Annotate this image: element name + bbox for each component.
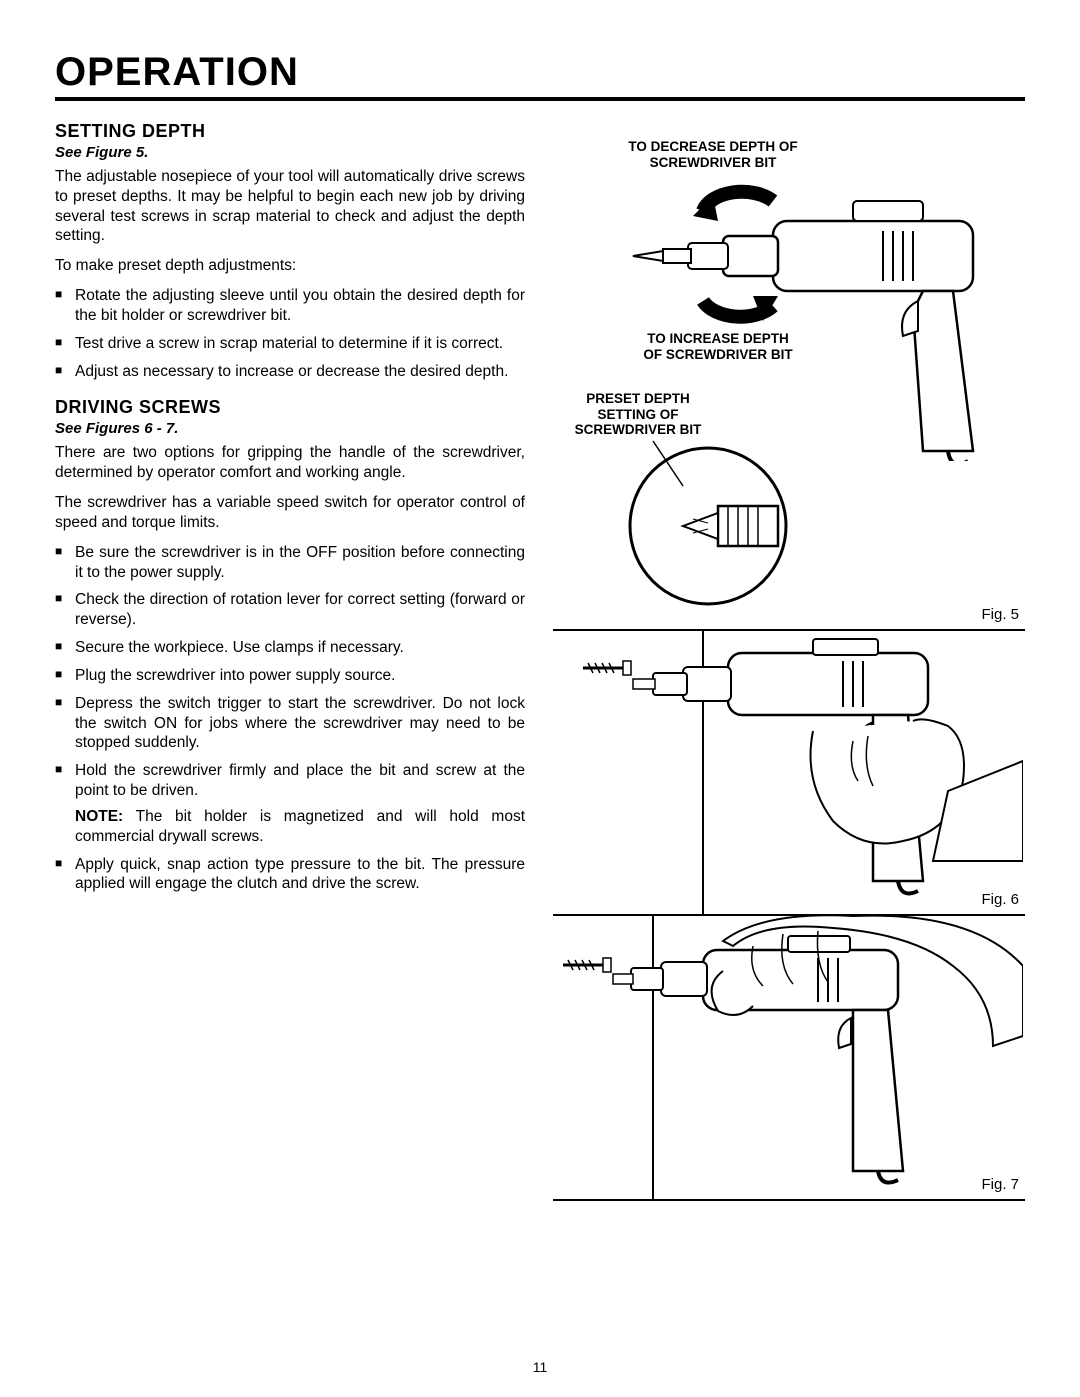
drill-illustration-fig6 (553, 631, 1023, 916)
list-item: Depress the switch trigger to start the … (55, 694, 525, 753)
heading-setting-depth: SETTING DEPTH (55, 121, 525, 142)
page-title: OPERATION (55, 50, 1025, 101)
list-item: Test drive a screw in scrap material to … (55, 334, 525, 354)
list-setting-depth: Rotate the adjusting sleeve until you ob… (55, 286, 525, 381)
list-item: Secure the workpiece. Use clamps if nece… (55, 638, 525, 658)
para-ds-1: There are two options for gripping the h… (55, 443, 525, 483)
caption-fig7: Fig. 7 (981, 1176, 1019, 1193)
note-text: The bit holder is magnetized and will ho… (75, 808, 525, 845)
list-driving-screws: Be sure the screwdriver is in the OFF po… (55, 543, 525, 894)
caption-fig5: Fig. 5 (981, 606, 1019, 623)
list-item: Adjust as necessary to increase or decre… (55, 362, 525, 382)
note-label: NOTE: (75, 808, 123, 825)
heading-driving-screws: DRIVING SCREWS (55, 397, 525, 418)
list-item: Be sure the screwdriver is in the OFF po… (55, 543, 525, 583)
list-item: Apply quick, snap action type pressure t… (55, 855, 525, 895)
leader-line (553, 121, 1023, 631)
figure-6: Fig. 6 (553, 631, 1025, 916)
para-sd-2: To make preset depth adjustments: (55, 256, 525, 276)
section-driving-screws: DRIVING SCREWS See Figures 6 - 7. There … (55, 397, 525, 894)
see-figure-5: See Figure 5. (55, 144, 525, 161)
figure-5: TO DECREASE DEPTH OF SCREWDRIVER BIT TO … (553, 121, 1025, 631)
left-column: SETTING DEPTH See Figure 5. The adjustab… (55, 121, 525, 1201)
right-column: TO DECREASE DEPTH OF SCREWDRIVER BIT TO … (553, 121, 1025, 1201)
see-figures-6-7: See Figures 6 - 7. (55, 420, 525, 437)
section-setting-depth: SETTING DEPTH See Figure 5. The adjustab… (55, 121, 525, 381)
list-item: Check the direction of rotation lever fo… (55, 590, 525, 630)
para-sd-1: The adjustable nosepiece of your tool wi… (55, 167, 525, 246)
figure-7: Fig. 7 (553, 916, 1025, 1201)
list-item: Rotate the adjusting sleeve until you ob… (55, 286, 525, 326)
list-item: Hold the screwdriver firmly and place th… (55, 761, 525, 846)
para-ds-2: The screwdriver has a variable speed swi… (55, 493, 525, 533)
list-item: Plug the screwdriver into power supply s… (55, 666, 525, 686)
drill-illustration-fig7 (553, 916, 1023, 1201)
page-number: 11 (0, 1359, 1080, 1375)
caption-fig6: Fig. 6 (981, 891, 1019, 908)
li6-text: Hold the screwdriver firmly and place th… (75, 762, 525, 799)
